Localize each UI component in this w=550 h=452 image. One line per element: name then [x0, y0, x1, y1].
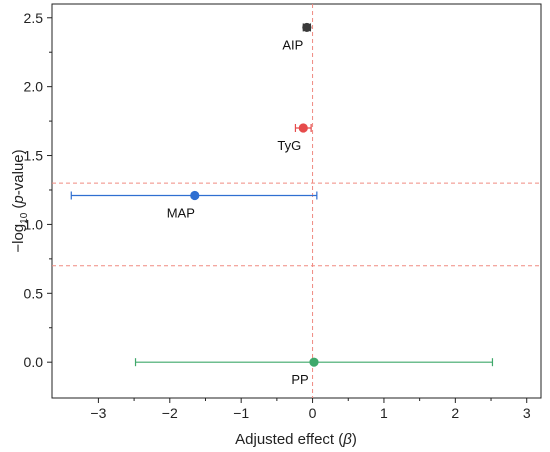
reference-lines	[52, 4, 541, 398]
series-tyg: TyG	[277, 123, 312, 153]
y-tick-label: 0.5	[24, 285, 44, 301]
series-aip: AIP	[282, 22, 312, 52]
series-map: MAP	[70, 190, 318, 220]
y-tick-label: 2.5	[24, 10, 44, 26]
y-tick-label: 1.0	[24, 216, 44, 232]
plot-frame	[51, 3, 542, 399]
pp-point	[309, 357, 319, 367]
map-point-label: MAP	[167, 205, 195, 220]
y-tick-label: 2.0	[24, 79, 44, 95]
x-tick-label: 3	[523, 405, 531, 421]
x-tick-label: −1	[233, 405, 249, 421]
y-tick-label: 1.5	[24, 148, 44, 164]
y-axis-label: −log10 (p-value)	[10, 149, 30, 252]
x-tick-label: 0	[309, 405, 317, 421]
x-tick-label: 1	[380, 405, 388, 421]
aip-point-label: AIP	[282, 37, 303, 52]
series-pp: PP	[134, 357, 494, 387]
x-axis-label: Adjusted effect (β)	[235, 431, 357, 448]
y-tick-label: 0.0	[24, 354, 44, 370]
x-tick-label: −3	[90, 405, 106, 421]
tyg-point	[298, 123, 308, 133]
data-series: AIP TyG MAP PP	[70, 22, 494, 387]
x-tick-label: −2	[162, 405, 178, 421]
tyg-point-label: TyG	[277, 138, 301, 153]
pp-point-label: PP	[291, 372, 308, 387]
aip-point	[302, 22, 312, 33]
map-point	[190, 190, 200, 201]
x-axis-ticks: −3 −2 −1 0 1 2 3	[90, 398, 531, 421]
y-axis-ticks: 0.0 0.5 1.0 1.5 2.0 2.5	[24, 10, 52, 370]
x-tick-label: 2	[451, 405, 459, 421]
